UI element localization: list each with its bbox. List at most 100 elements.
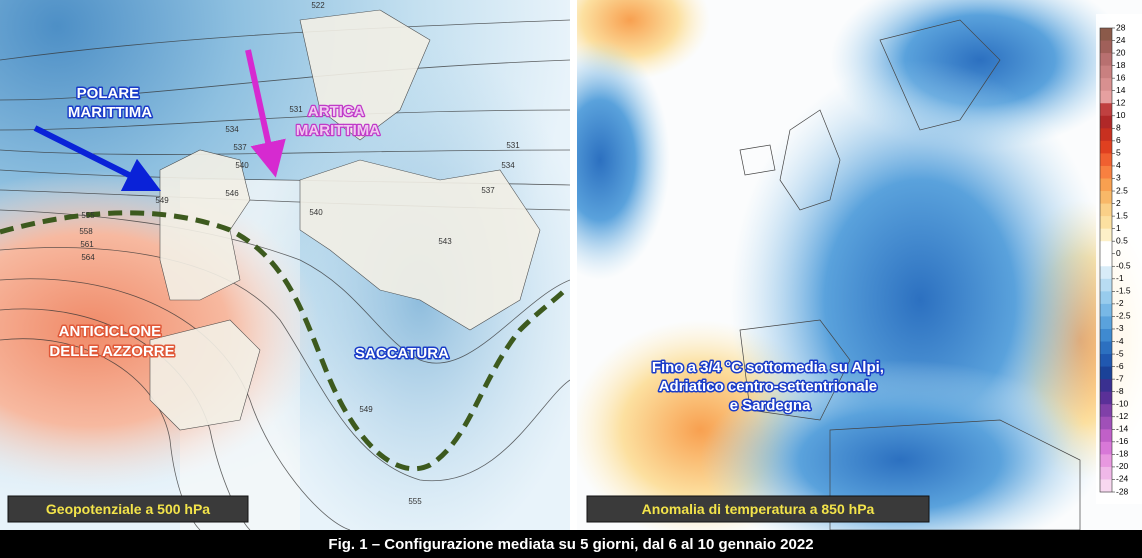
contour-label: 558: [79, 227, 93, 236]
colorbar-tick-label: 14: [1116, 85, 1126, 95]
colorbar-band: [1100, 366, 1112, 380]
contour-label: 549: [155, 196, 169, 205]
contour-label: 534: [501, 161, 515, 170]
colorbar-band: [1100, 115, 1112, 129]
figure-caption: Fig. 1 – Configurazione mediata su 5 gio…: [328, 536, 813, 553]
contour-label: 522: [311, 1, 325, 10]
colorbar-tick-label: 12: [1116, 97, 1126, 107]
colorbar-band: [1100, 303, 1112, 317]
artica-label: ARTICA MARITTIMA: [296, 103, 380, 139]
colorbar-tick-label: 24: [1116, 35, 1126, 45]
contour-label: 531: [289, 105, 303, 114]
colorbar-band: [1100, 216, 1112, 230]
anticiclone-label: ANTICICLONE DELLE AZZORRE: [49, 323, 174, 360]
contour-label: 537: [481, 186, 495, 195]
contour-label: 534: [225, 125, 239, 134]
colorbar-band: [1100, 354, 1112, 368]
contour-label: 564: [81, 253, 95, 262]
colorbar-tick-label: 0: [1116, 248, 1121, 258]
colorbar-tick-label: 20: [1116, 47, 1126, 57]
colorbar-tick-label: -10: [1116, 398, 1129, 408]
colorbar-tick-label: -20: [1116, 461, 1129, 471]
polare-label: POLARE MARITTIMA: [68, 85, 152, 121]
colorbar-band: [1100, 241, 1112, 255]
colorbar-band: [1100, 328, 1112, 343]
colorbar-band: [1100, 165, 1112, 179]
colorbar-tick-label: -24: [1116, 474, 1129, 484]
colorbar-band: [1100, 178, 1112, 192]
colorbar-band: [1100, 266, 1112, 280]
colorbar: 28 24 20 18 16 14 12 10 8 6 5 4 3 2.5 2 1.5 1 0.5 0 -0.5 -1 -…: [1099, 22, 1131, 496]
left-caption: Geopotenziale a 500 hPa: [46, 501, 210, 517]
colorbar-tick-label: -4: [1116, 336, 1124, 346]
contour-label: 540: [309, 208, 323, 217]
colorbar-tick-label: 1.5: [1116, 210, 1128, 220]
colorbar-tick-label: 10: [1116, 110, 1126, 120]
colorbar-tick-label: 16: [1116, 72, 1126, 82]
colorbar-tick-label: 2: [1116, 198, 1121, 208]
colorbar-tick-label: -6: [1116, 361, 1124, 371]
colorbar-band: [1100, 28, 1112, 42]
colorbar-band: [1100, 316, 1112, 330]
colorbar-tick-label: 2.5: [1116, 185, 1128, 195]
colorbar-band: [1100, 40, 1112, 54]
colorbar-band: [1100, 103, 1112, 117]
colorbar-band: [1100, 140, 1112, 154]
trough-axis: [0, 210, 567, 472]
caption-box: [7, 495, 249, 523]
contour-label: 555: [81, 211, 95, 220]
colorbar-band: [1100, 278, 1112, 292]
contour-label: 561: [80, 240, 94, 249]
colorbar-band: [1100, 128, 1112, 142]
colorbar-tick-label: -2.5: [1116, 311, 1131, 321]
colorbar-band: [1100, 466, 1112, 480]
colorbar-band: [1100, 441, 1112, 455]
colorbar-tick-label: -14: [1116, 424, 1129, 434]
colorbar-tick-label: -7: [1116, 373, 1124, 383]
colorbar-tick-label: -16: [1116, 436, 1129, 446]
colorbar-band: [1100, 454, 1112, 468]
anomaly-note: Fino a 3/4 °C sottomedia su Alpi, Adriat…: [652, 359, 888, 414]
colorbar-band: [1100, 191, 1112, 205]
colorbar-band: [1100, 53, 1112, 67]
colorbar-band: [1100, 228, 1112, 242]
colorbar-tick-label: 8: [1116, 123, 1121, 133]
colorbar-band: [1100, 291, 1112, 305]
colorbar-tick-label: -0.5: [1116, 261, 1131, 271]
contour-label: 543: [438, 237, 452, 246]
colorbar-band: [1100, 90, 1112, 104]
right-caption: Anomalia di temperatura a 850 hPa: [642, 501, 875, 517]
colorbar-band: [1100, 391, 1112, 405]
left-map: 522 531 534 537 540 546 549 531 534 537 540 543 555 5…: [0, 0, 570, 530]
colorbar-tick-label: 1: [1116, 223, 1121, 233]
colorbar-tick-label: -5: [1116, 348, 1124, 358]
colorbar-tick-label: -1: [1116, 273, 1124, 283]
contour-label: 537: [233, 143, 247, 152]
colorbar-band: [1100, 78, 1112, 92]
contour-label: 546: [225, 189, 239, 198]
colorbar-tick-label: 0.5: [1116, 235, 1128, 245]
colorbar-tick-label: 5: [1116, 148, 1121, 158]
right-map: Fino a 3/4 °C sottomedia su Alpi, Adriat…: [577, 0, 1142, 530]
colorbar-band: [1100, 341, 1112, 355]
contour-label: 555: [408, 497, 422, 506]
colorbar-band: [1100, 429, 1112, 443]
colorbar-tick-label: -2: [1116, 298, 1124, 308]
colorbar-band: [1100, 153, 1112, 167]
colorbar-frame: [1099, 27, 1113, 493]
colorbar-tick-label: 3: [1116, 173, 1121, 183]
colorbar-band: [1100, 253, 1112, 267]
colorbar-tick-label: -8: [1116, 386, 1124, 396]
colorbar-band: [1100, 203, 1112, 217]
colorbar-tick-label: -3: [1116, 323, 1124, 333]
colorbar-band: [1100, 65, 1112, 79]
contour-label: 549: [359, 405, 373, 414]
polar-arrow: [33, 125, 162, 192]
colorbar-band: [1100, 404, 1112, 418]
caption-box: [586, 495, 930, 523]
saccatura-label: SACCATURA: [355, 345, 449, 362]
colorbar-tick-label: -18: [1116, 449, 1129, 459]
contour-label: 540: [235, 161, 249, 170]
colorbar-tick-label: 28: [1116, 22, 1126, 32]
